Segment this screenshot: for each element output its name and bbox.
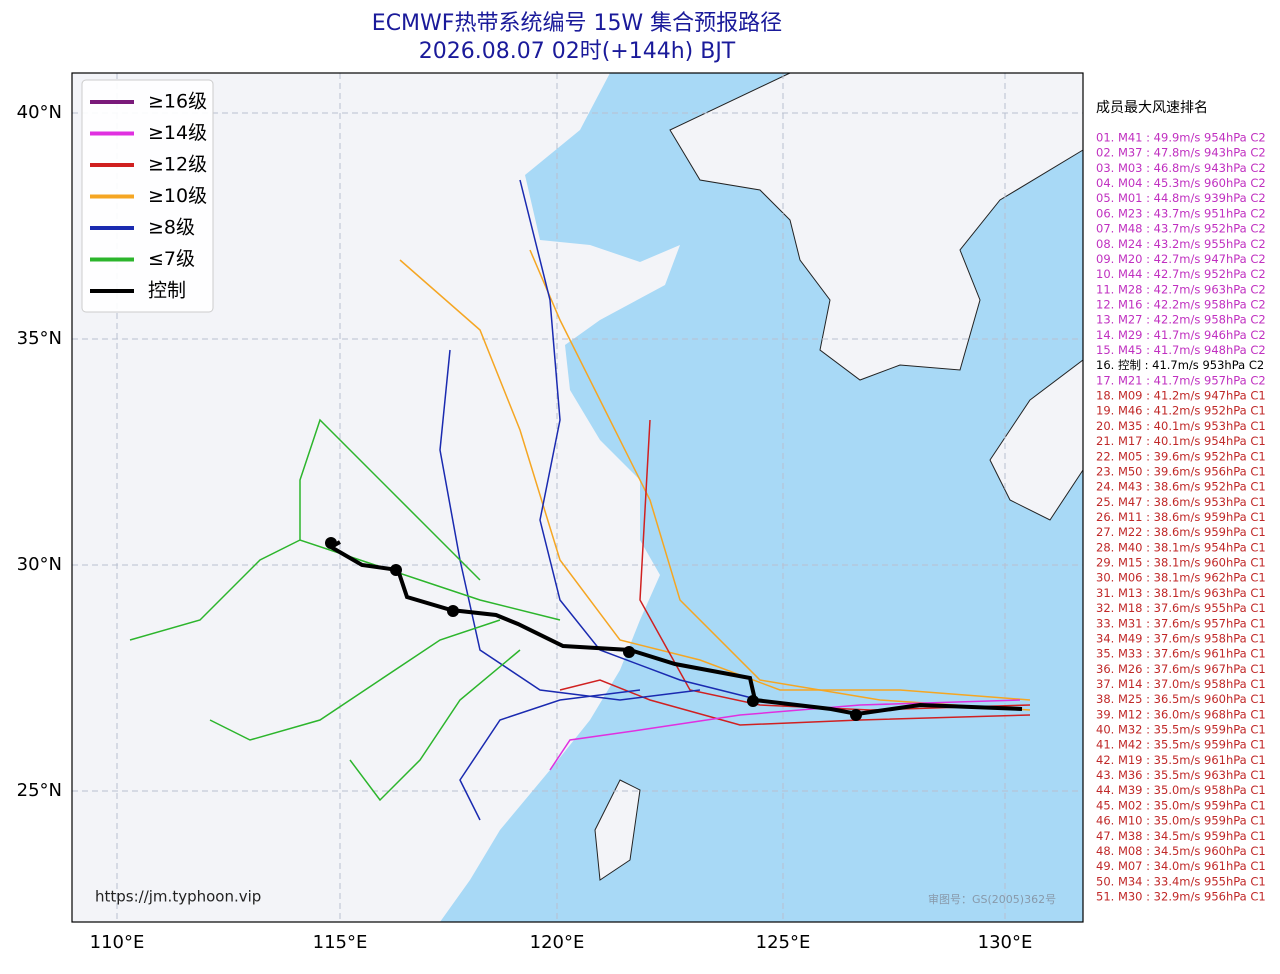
ranking-item: 10. M44 : 42.7m/s 952hPa C2	[1096, 267, 1266, 281]
ranking-item: 27. M22 : 38.6m/s 959hPa C1	[1096, 525, 1266, 539]
taiwan-land	[594, 779, 641, 881]
ranking-item: 15. M45 : 41.7m/s 948hPa C2	[1096, 343, 1266, 357]
ranking-item: 11. M28 : 42.7m/s 963hPa C2	[1096, 282, 1266, 296]
lat-label: 35°N	[17, 328, 62, 349]
ranking-item: 14. M29 : 41.7m/s 946hPa C2	[1096, 328, 1266, 342]
ranking-item: 51. M30 : 32.9m/s 956hPa C1	[1096, 890, 1266, 904]
ranking-item: 33. M31 : 37.6m/s 957hPa C1	[1096, 616, 1266, 630]
ranking-item: 18. M09 : 41.2m/s 947hPa C1	[1096, 389, 1266, 403]
ranking-title: 成员最大风速排名	[1096, 100, 1208, 116]
legend-label: ≥16级	[148, 91, 207, 113]
lat-label: 25°N	[17, 780, 62, 801]
ranking-item: 12. M16 : 42.2m/s 958hPa C2	[1096, 297, 1266, 311]
ranking-item: 28. M40 : 38.1m/s 954hPa C1	[1096, 540, 1266, 554]
ranking-item: 26. M11 : 38.6m/s 959hPa C1	[1096, 510, 1266, 524]
ranking-item: 22. M05 : 39.6m/s 952hPa C1	[1096, 449, 1266, 463]
ranking-item: 45. M02 : 35.0m/s 959hPa C1	[1096, 798, 1266, 812]
ranking-item: 39. M12 : 36.0m/s 968hPa C1	[1096, 707, 1266, 721]
member-tracks	[129, 179, 1031, 821]
lon-label: 120°E	[530, 932, 585, 953]
legend-label: ≥8级	[148, 217, 195, 239]
ranking-item: 36. M26 : 37.6m/s 967hPa C1	[1096, 662, 1266, 676]
ranking-item: 32. M18 : 37.6m/s 955hPa C1	[1096, 601, 1266, 615]
control-track	[326, 540, 1023, 717]
legend-label: ≥10级	[148, 185, 207, 207]
ranking-item: 49. M07 : 34.0m/s 961hPa C1	[1096, 859, 1266, 873]
ranking-item: 03. M03 : 46.8m/s 943hPa C2	[1096, 161, 1266, 175]
ranking-item: 46. M10 : 35.0m/s 959hPa C1	[1096, 814, 1266, 828]
ranking-item: 30. M06 : 38.1m/s 962hPa C1	[1096, 571, 1266, 585]
lat-label: 40°N	[17, 102, 62, 123]
ranking-item: 04. M04 : 45.3m/s 960hPa C2	[1096, 176, 1266, 190]
ranking-item: 43. M36 : 35.5m/s 963hPa C1	[1096, 768, 1266, 782]
lon-label: 125°E	[756, 932, 811, 953]
axis-labels: 110°E 115°E 120°E 125°E 130°E 40°N 35°N 30°N 25°…	[17, 102, 1033, 953]
approval-number: 审图号：GS(2005)362号	[928, 892, 1056, 906]
title: ECMWF热带系统编号 15W 集合预报路径	[372, 11, 782, 36]
ranking-item: 07. M48 : 43.7m/s 952hPa C2	[1096, 222, 1266, 236]
ranking-item: 23. M50 : 39.6m/s 956hPa C1	[1096, 464, 1266, 478]
ranking-item: 06. M23 : 43.7m/s 951hPa C2	[1096, 206, 1266, 220]
ranking-item: 24. M43 : 38.6m/s 952hPa C1	[1096, 480, 1266, 494]
legend-label: ≥14级	[148, 122, 207, 144]
ranking-item: 50. M34 : 33.4m/s 955hPa C1	[1096, 874, 1266, 888]
ranking-item: 01. M41 : 49.9m/s 954hPa C2	[1096, 131, 1266, 145]
ranking-item: 08. M24 : 43.2m/s 955hPa C2	[1096, 237, 1266, 251]
ranking-item: 09. M20 : 42.7m/s 947hPa C2	[1096, 252, 1266, 266]
ranking-item: 35. M33 : 37.6m/s 961hPa C1	[1096, 647, 1266, 661]
map-area: https://jm.typhoon.vip 审图号：GS(2005)362号	[71, 72, 1084, 923]
source-url: https://jm.typhoon.vip	[95, 888, 261, 906]
ranking-item: 29. M15 : 38.1m/s 960hPa C1	[1096, 556, 1266, 570]
ranking-item: 20. M35 : 40.1m/s 953hPa C1	[1096, 419, 1266, 433]
ranking-item: 21. M17 : 40.1m/s 954hPa C1	[1096, 434, 1266, 448]
ranking-item: 16. 控制 : 41.7m/s 953hPa C2	[1096, 358, 1264, 372]
legend-box	[81, 79, 214, 313]
lon-label: 115°E	[313, 932, 368, 953]
ranking-item: 44. M39 : 35.0m/s 958hPa C1	[1096, 783, 1266, 797]
legend-label: 控制	[148, 280, 186, 302]
ranking-item: 02. M37 : 47.8m/s 943hPa C2	[1096, 146, 1266, 160]
ranking-item: 40. M32 : 35.5m/s 959hPa C1	[1096, 723, 1266, 737]
ranking-item: 38. M25 : 36.5m/s 960hPa C1	[1096, 692, 1266, 706]
ranking-item: 13. M27 : 42.2m/s 958hPa C2	[1096, 313, 1266, 327]
subtitle: 2026.08.07 02时(+144h) BJT	[419, 39, 736, 64]
ranking-item: 41. M42 : 35.5m/s 959hPa C1	[1096, 738, 1266, 752]
ranking-item: 31. M13 : 38.1m/s 963hPa C1	[1096, 586, 1266, 600]
lat-label: 30°N	[17, 554, 62, 575]
ranking-item: 25. M47 : 38.6m/s 953hPa C1	[1096, 495, 1266, 509]
ranking-item: 34. M49 : 37.6m/s 958hPa C1	[1096, 631, 1266, 645]
ranking-item: 17. M21 : 41.7m/s 957hPa C2	[1096, 373, 1266, 387]
legend-label: ≤7级	[148, 248, 195, 270]
korea-land	[669, 72, 1084, 381]
ranking-item: 42. M19 : 35.5m/s 961hPa C1	[1096, 753, 1266, 767]
ranking-item: 05. M01 : 44.8m/s 939hPa C2	[1096, 191, 1266, 205]
ranking-item: 19. M46 : 41.2m/s 952hPa C1	[1096, 404, 1266, 418]
ranking-item: 48. M08 : 34.5m/s 960hPa C1	[1096, 844, 1266, 858]
ranking-item: 37. M14 : 37.0m/s 958hPa C1	[1096, 677, 1266, 691]
map-frame	[71, 72, 1084, 923]
lon-label: 130°E	[978, 932, 1033, 953]
lon-label: 110°E	[90, 932, 145, 953]
ranking-item: 47. M38 : 34.5m/s 959hPa C1	[1096, 829, 1266, 843]
legend-label: ≥12级	[148, 154, 207, 176]
control-points	[325, 537, 862, 721]
